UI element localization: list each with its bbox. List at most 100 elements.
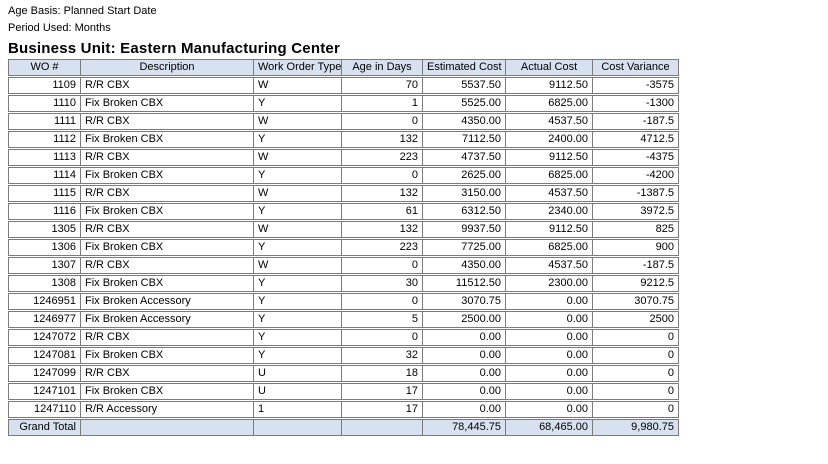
estimated-cost-cell: 4350.00	[423, 258, 506, 273]
estimated-cost-cell: 0.00	[423, 384, 506, 399]
work-order-type-cell: W	[254, 258, 342, 273]
wo-number-cell: 1247081	[9, 348, 81, 363]
age-in-days-cell: 0	[342, 294, 423, 309]
cost-variance-cell: 3070.75	[634, 295, 674, 307]
table-row: 1247072 R/R CBX Y 0 0.00 0.00 0	[8, 329, 679, 346]
work-order-type-cell: U	[254, 366, 342, 381]
actual-cost-cell: 9112.50	[506, 78, 593, 93]
description-cell: R/R CBX	[81, 114, 254, 129]
age-in-days-cell: 132	[342, 132, 423, 147]
table-row: 1247110 R/R Accessory 1 17 0.00 0.00 0	[8, 401, 679, 418]
actual-cost-cell: 0.00	[506, 384, 593, 399]
age-basis-label: Age Basis: Planned Start Date	[8, 5, 157, 17]
description-cell: R/R CBX	[81, 186, 254, 201]
age-in-days-cell: 18	[342, 366, 423, 381]
work-order-type-cell: Y	[254, 204, 342, 219]
column-header-work-order-type: Work Order Type	[254, 60, 342, 75]
wo-number-cell: 1246977	[9, 312, 81, 327]
description-cell: R/R Accessory	[81, 402, 254, 417]
estimated-cost-cell: 0.00	[423, 348, 506, 363]
actual-cost-cell: 0.00	[506, 330, 593, 345]
estimated-cost-cell: 7112.50	[423, 132, 506, 147]
description-cell: Fix Broken CBX	[81, 276, 254, 291]
cost-variance-cell: -3575	[645, 79, 674, 91]
actual-cost-cell: 2400.00	[506, 132, 593, 147]
wo-number-cell: 1113	[9, 150, 81, 165]
age-in-days-cell: 0	[342, 168, 423, 183]
age-in-days-cell: 0	[342, 258, 423, 273]
actual-cost-cell: 0.00	[506, 348, 593, 363]
estimated-cost-cell: 4350.00	[423, 114, 506, 129]
estimated-cost-cell: 9937.50	[423, 222, 506, 237]
work-order-type-cell: 1	[254, 402, 342, 417]
wo-number-cell: 1247110	[9, 402, 81, 417]
work-order-type-cell: Y	[254, 96, 342, 111]
table-row: 1247099 R/R CBX U 18 0.00 0.00 0	[8, 365, 679, 382]
age-in-days-cell: 223	[342, 240, 423, 255]
column-header-cost-variance: Cost Variance	[593, 60, 678, 75]
description-cell: Fix Broken CBX	[81, 240, 254, 255]
actual-cost-cell: 4537.50	[506, 186, 593, 201]
wo-number-cell: 1246951	[9, 294, 81, 309]
table-header-row: WO # Description Work Order Type Age in …	[8, 59, 679, 76]
age-in-days-cell: 5	[342, 312, 423, 327]
wo-number-cell: 1115	[9, 186, 81, 201]
wo-number-cell: 1109	[9, 78, 81, 93]
description-cell: Fix Broken CBX	[81, 132, 254, 147]
work-orders-table: WO # Description Work Order Type Age in …	[8, 59, 679, 437]
actual-cost-cell: 0.00	[506, 294, 593, 309]
wo-number-cell: 1308	[9, 276, 81, 291]
work-order-type-cell: W	[254, 78, 342, 93]
column-header-wo-number: WO #	[9, 60, 81, 75]
work-order-type-cell: W	[254, 114, 342, 129]
work-order-type-cell: W	[254, 150, 342, 165]
wo-number-cell: 1116	[9, 204, 81, 219]
table-row: 1116 Fix Broken CBX Y 61 6312.50 2340.00…	[8, 203, 679, 220]
wo-number-cell: 1111	[9, 114, 81, 129]
table-row: 1308 Fix Broken CBX Y 30 11512.50 2300.0…	[8, 275, 679, 292]
wo-number-cell: 1112	[9, 132, 81, 147]
age-in-days-cell: 32	[342, 348, 423, 363]
age-in-days-cell: 0	[342, 114, 423, 129]
table-row: 1110 Fix Broken CBX Y 1 5525.00 6825.00 …	[8, 95, 679, 112]
work-order-type-cell: Y	[254, 168, 342, 183]
estimated-cost-cell: 0.00	[423, 366, 506, 381]
wo-number-cell: 1247099	[9, 366, 81, 381]
estimated-cost-cell: 4737.50	[423, 150, 506, 165]
age-in-days-cell: 70	[342, 78, 423, 93]
table-row: 1246977 Fix Broken Accessory Y 5 2500.00…	[8, 311, 679, 328]
page-title: Business Unit: Eastern Manufacturing Cen…	[8, 40, 340, 57]
actual-cost-cell: 0.00	[506, 366, 593, 381]
table-body: 1109 R/R CBX W 70 5537.50 9112.50 -3575 …	[8, 77, 679, 418]
description-cell: R/R CBX	[81, 258, 254, 273]
work-order-type-cell: W	[254, 186, 342, 201]
cost-variance-cell: 900	[655, 241, 674, 253]
estimated-cost-cell: 6312.50	[423, 204, 506, 219]
cost-variance-cell: -4375	[645, 151, 674, 163]
cost-variance-cell: 3972.5	[640, 205, 674, 217]
table-row: 1109 R/R CBX W 70 5537.50 9112.50 -3575	[8, 77, 679, 94]
description-cell: Fix Broken CBX	[81, 384, 254, 399]
estimated-cost-cell: 2625.00	[423, 168, 506, 183]
work-order-type-cell: Y	[254, 276, 342, 291]
table-row: 1307 R/R CBX W 0 4350.00 4537.50 -187.5	[8, 257, 679, 274]
period-used-label: Period Used: Months	[8, 22, 111, 34]
work-order-type-cell: Y	[254, 330, 342, 345]
wo-number-cell: 1114	[9, 168, 81, 183]
description-cell: Fix Broken CBX	[81, 168, 254, 183]
grand-total-label: Grand Total	[9, 420, 81, 435]
wo-number-cell: 1247072	[9, 330, 81, 345]
description-cell: Fix Broken Accessory	[81, 312, 254, 327]
age-in-days-cell: 132	[342, 222, 423, 237]
work-order-type-cell: Y	[254, 240, 342, 255]
age-in-days-cell: 0	[342, 330, 423, 345]
work-order-type-cell: Y	[254, 348, 342, 363]
cost-variance-cell: -1300	[645, 97, 674, 109]
actual-cost-cell: 2340.00	[506, 204, 593, 219]
column-header-age-in-days: Age in Days	[342, 60, 423, 75]
age-in-days-cell: 17	[342, 402, 423, 417]
cost-variance-cell: 0	[667, 349, 674, 361]
age-in-days-cell: 1	[342, 96, 423, 111]
estimated-cost-cell: 3070.75	[423, 294, 506, 309]
